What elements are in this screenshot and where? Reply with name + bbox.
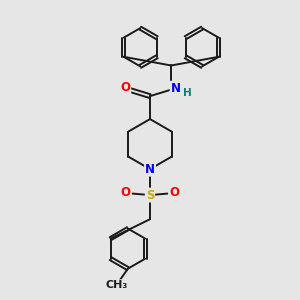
Text: CH₃: CH₃: [106, 280, 128, 290]
Text: O: O: [120, 81, 130, 94]
Text: H: H: [183, 88, 192, 98]
Text: O: O: [121, 186, 131, 199]
Text: N: N: [145, 163, 155, 176]
Text: N: N: [171, 82, 181, 95]
Text: O: O: [169, 186, 179, 199]
Text: S: S: [146, 188, 154, 202]
